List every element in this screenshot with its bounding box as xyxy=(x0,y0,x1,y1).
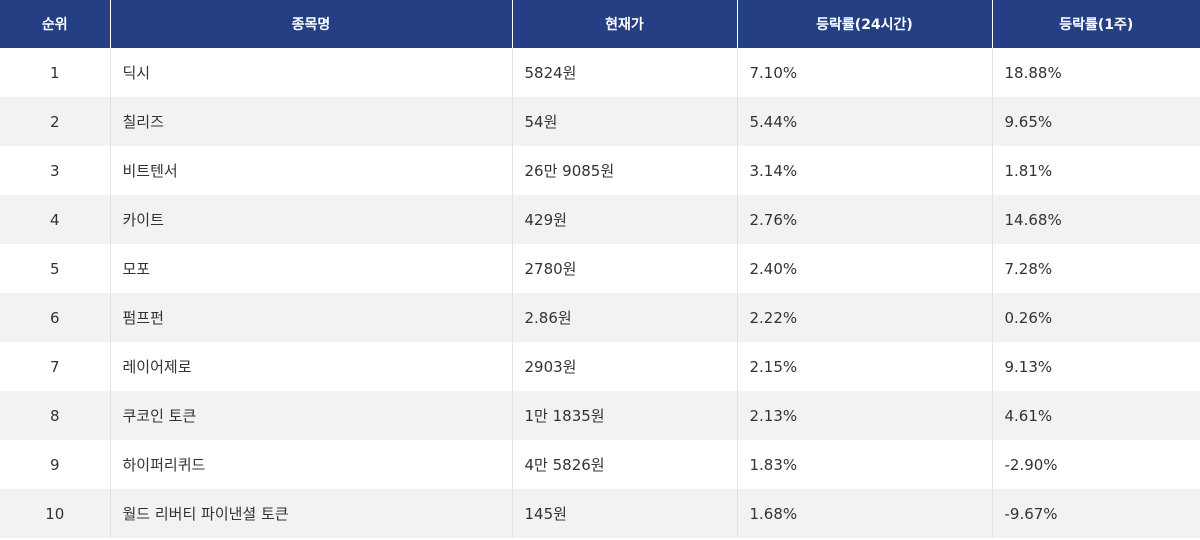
rank-cell: 10 xyxy=(0,489,111,538)
change-1w-cell: 4.61% xyxy=(992,391,1200,440)
change-1w-cell: 7.28% xyxy=(992,244,1200,293)
rank-cell: 8 xyxy=(0,391,111,440)
name-cell: 모포 xyxy=(110,244,513,293)
rank-cell: 2 xyxy=(0,97,111,146)
header-change-24h: 등락률(24시간) xyxy=(737,0,993,48)
rank-cell: 4 xyxy=(0,195,111,244)
change-1w-cell: 14.68% xyxy=(992,195,1200,244)
name-cell: 비트텐서 xyxy=(110,146,513,195)
rank-cell: 1 xyxy=(0,48,111,97)
price-cell: 145원 xyxy=(512,489,738,538)
table-row: 1 딕시 5824원 7.10% 18.88% xyxy=(0,48,1200,97)
name-cell: 딕시 xyxy=(110,48,513,97)
change-24h-cell: 2.15% xyxy=(737,342,993,391)
change-1w-cell: -2.90% xyxy=(992,440,1200,489)
name-cell: 하이퍼리퀴드 xyxy=(110,440,513,489)
change-24h-cell: 2.40% xyxy=(737,244,993,293)
change-24h-cell: 1.83% xyxy=(737,440,993,489)
change-24h-cell: 2.13% xyxy=(737,391,993,440)
change-24h-cell: 2.76% xyxy=(737,195,993,244)
price-cell: 2.86원 xyxy=(512,293,738,342)
change-1w-cell: 9.65% xyxy=(992,97,1200,146)
name-cell: 월드 리버티 파이낸셜 토큰 xyxy=(110,489,513,538)
change-1w-cell: 18.88% xyxy=(992,48,1200,97)
header-rank: 순위 xyxy=(0,0,111,48)
change-1w-cell: 9.13% xyxy=(992,342,1200,391)
rank-cell: 3 xyxy=(0,146,111,195)
table-row: 7 레이어제로 2903원 2.15% 9.13% xyxy=(0,342,1200,391)
change-24h-cell: 2.22% xyxy=(737,293,993,342)
name-cell: 레이어제로 xyxy=(110,342,513,391)
rank-cell: 9 xyxy=(0,440,111,489)
header-price: 현재가 xyxy=(512,0,738,48)
table-header: 순위 종목명 현재가 등락률(24시간) 등락률(1주) xyxy=(0,0,1200,48)
price-cell: 54원 xyxy=(512,97,738,146)
change-24h-cell: 7.10% xyxy=(737,48,993,97)
change-24h-cell: 5.44% xyxy=(737,97,993,146)
table-row: 10 월드 리버티 파이낸셜 토큰 145원 1.68% -9.67% xyxy=(0,489,1200,538)
price-cell: 26만 9085원 xyxy=(512,146,738,195)
price-cell: 2903원 xyxy=(512,342,738,391)
price-cell: 429원 xyxy=(512,195,738,244)
change-24h-cell: 1.68% xyxy=(737,489,993,538)
table-row: 9 하이퍼리퀴드 4만 5826원 1.83% -2.90% xyxy=(0,440,1200,489)
change-1w-cell: 1.81% xyxy=(992,146,1200,195)
price-cell: 2780원 xyxy=(512,244,738,293)
name-cell: 쿠코인 토큰 xyxy=(110,391,513,440)
header-change-1w: 등락률(1주) xyxy=(992,0,1200,48)
name-cell: 카이트 xyxy=(110,195,513,244)
table-row: 2 칠리즈 54원 5.44% 9.65% xyxy=(0,97,1200,146)
change-1w-cell: 0.26% xyxy=(992,293,1200,342)
table-body: 1 딕시 5824원 7.10% 18.88% 2 칠리즈 54원 5.44% … xyxy=(0,48,1200,538)
price-cell: 1만 1835원 xyxy=(512,391,738,440)
rank-cell: 6 xyxy=(0,293,111,342)
table-row: 5 모포 2780원 2.40% 7.28% xyxy=(0,244,1200,293)
table-row: 4 카이트 429원 2.76% 14.68% xyxy=(0,195,1200,244)
table-row: 3 비트텐서 26만 9085원 3.14% 1.81% xyxy=(0,146,1200,195)
rank-cell: 5 xyxy=(0,244,111,293)
header-row: 순위 종목명 현재가 등락률(24시간) 등락률(1주) xyxy=(0,0,1200,48)
price-cell: 5824원 xyxy=(512,48,738,97)
name-cell: 칠리즈 xyxy=(110,97,513,146)
name-cell: 펌프펀 xyxy=(110,293,513,342)
header-name: 종목명 xyxy=(110,0,513,48)
table-row: 8 쿠코인 토큰 1만 1835원 2.13% 4.61% xyxy=(0,391,1200,440)
change-24h-cell: 3.14% xyxy=(737,146,993,195)
price-cell: 4만 5826원 xyxy=(512,440,738,489)
change-1w-cell: -9.67% xyxy=(992,489,1200,538)
table-row: 6 펌프펀 2.86원 2.22% 0.26% xyxy=(0,293,1200,342)
rank-cell: 7 xyxy=(0,342,111,391)
